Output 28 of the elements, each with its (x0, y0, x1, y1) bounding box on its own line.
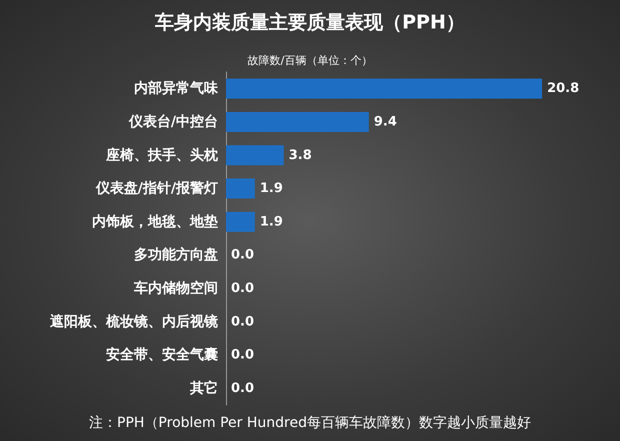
data-label: 20.8 (547, 81, 580, 96)
bar (226, 178, 255, 199)
y-tick-label: 遮阳板、梳妆镜、内后视镜 (49, 312, 218, 330)
data-label: 0.0 (231, 280, 254, 296)
bar (226, 212, 255, 232)
y-tick-label: 内部异常气味 (134, 80, 219, 97)
y-tick-label: 车内储物空间 (133, 279, 218, 296)
bar (226, 78, 542, 99)
chart-title: 车身内装质量主要质量表现（PPH） (154, 12, 465, 34)
y-tick-label: 座椅、扶手、头枕 (105, 146, 218, 164)
data-label: 1.9 (260, 214, 283, 230)
data-label: 0.0 (231, 380, 254, 396)
y-tick-label: 内饰板，地毯、地垫 (92, 214, 218, 230)
data-label: 1.9 (260, 181, 283, 196)
data-label: 9.4 (374, 114, 397, 130)
y-tick-label: 其它 (189, 379, 218, 396)
data-label: 3.8 (288, 148, 312, 163)
y-tick-label: 多功能方向盘 (134, 246, 218, 264)
y-tick-label: 仪表盘/指针/报警灯 (94, 180, 218, 197)
bar (226, 112, 369, 132)
data-label: 0.0 (231, 314, 254, 330)
y-tick-label: 仪表台/中控台 (128, 114, 218, 130)
data-label: 0.0 (231, 348, 254, 363)
chart-subtitle: 故障数/百辆（单位：个） (248, 54, 372, 67)
bar (226, 145, 284, 166)
text: 注：PPH（Problem Per Hundred每百辆车故障数）数字越小质量越好 (89, 415, 531, 431)
y-tick-label: 安全带、安全气囊 (106, 346, 218, 364)
data-label: 0.0 (231, 248, 254, 263)
